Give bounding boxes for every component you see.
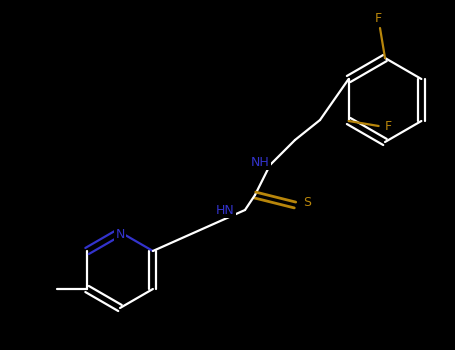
Text: S: S <box>303 196 311 209</box>
Text: HN: HN <box>216 203 234 217</box>
Text: N: N <box>115 229 125 241</box>
Text: F: F <box>374 12 382 24</box>
Text: NH: NH <box>251 155 269 168</box>
Text: F: F <box>385 119 392 133</box>
